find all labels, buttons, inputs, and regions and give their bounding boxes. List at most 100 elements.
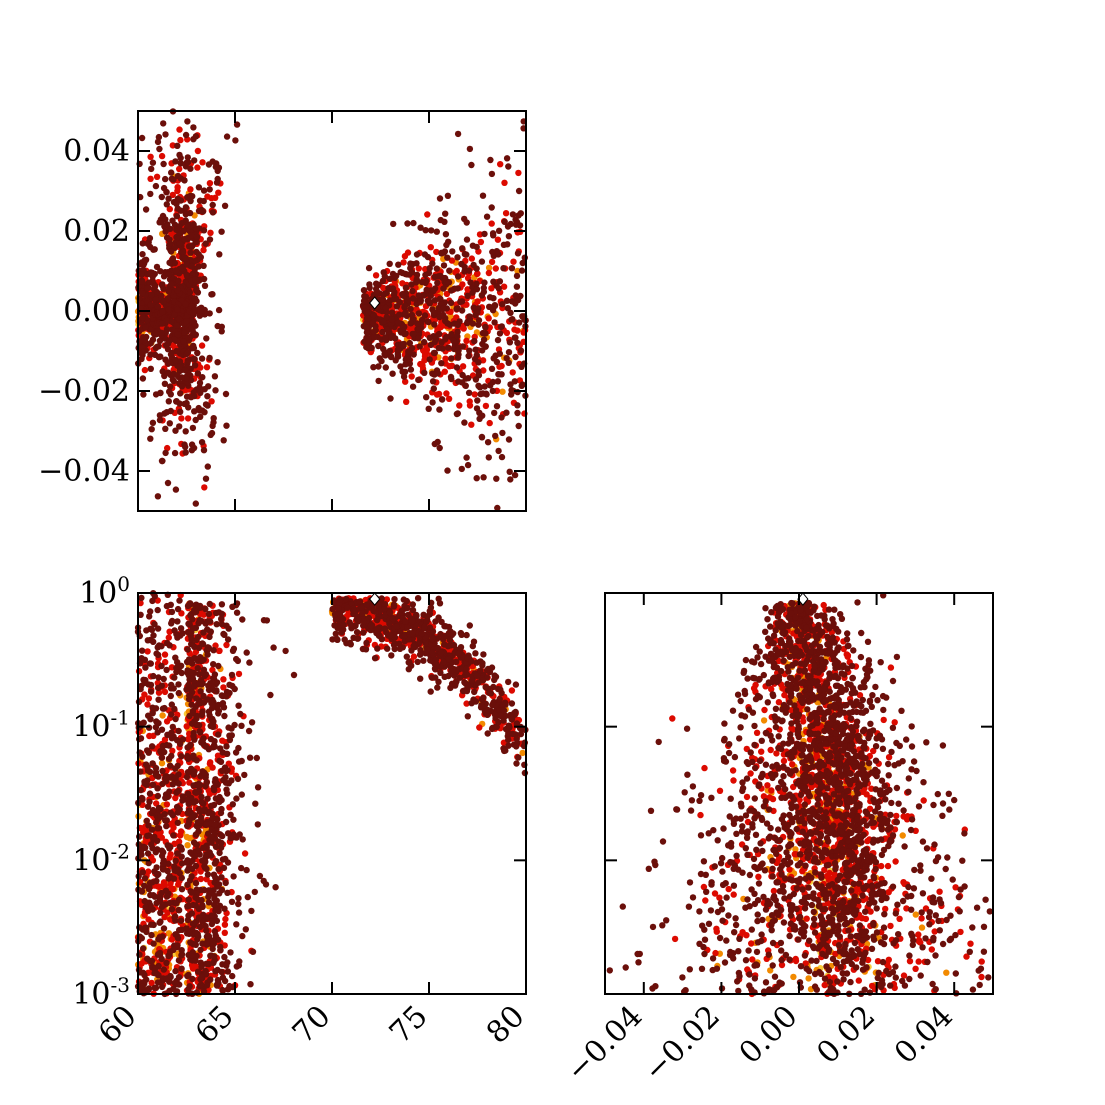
scatter-point <box>140 719 147 726</box>
scatter-point <box>198 439 206 446</box>
scatter-point <box>136 735 143 743</box>
scatter-point <box>238 791 245 798</box>
scatter-point <box>493 475 500 482</box>
scatter-point <box>141 924 148 932</box>
scatter-point <box>200 447 208 454</box>
scatter-point <box>168 620 175 627</box>
scatter-point <box>184 602 192 610</box>
scatter-point <box>207 722 214 730</box>
scatter-point <box>222 390 230 398</box>
scatter-point <box>215 647 223 655</box>
y-tick-label: −0.04 <box>38 454 130 489</box>
scatter-point <box>192 941 199 948</box>
scatter-point <box>200 669 208 677</box>
scatter-point <box>188 873 195 880</box>
scatter-point <box>468 421 475 428</box>
scatter-point <box>503 409 510 416</box>
scatter-point <box>157 389 164 397</box>
scatter-point <box>142 324 149 331</box>
scatter-point <box>189 309 197 316</box>
scatter-point <box>222 879 229 887</box>
scatter-point <box>162 449 169 457</box>
scatter-point <box>486 419 493 427</box>
scatter-point <box>444 467 451 474</box>
scatter-point <box>173 737 181 744</box>
scatter-point <box>363 343 370 351</box>
scatter-point <box>497 323 505 331</box>
scatter-point <box>176 843 184 850</box>
scatter-point <box>463 236 471 243</box>
scatter-point <box>224 959 231 966</box>
scatter-point <box>184 744 191 751</box>
scatter-point <box>215 710 222 717</box>
scatter-point <box>391 289 398 296</box>
scatter-point <box>495 447 502 455</box>
scatter-point <box>408 373 415 380</box>
scatter-point <box>160 184 168 192</box>
scatter-point <box>148 826 156 833</box>
scatter-point <box>230 873 237 880</box>
scatter-point <box>218 874 225 881</box>
scatter-point <box>482 402 490 410</box>
scatter-point <box>158 889 165 897</box>
scatter-point <box>239 616 246 623</box>
scatter-point <box>197 946 204 954</box>
scatter-point <box>235 900 242 908</box>
scatter-point <box>155 696 162 703</box>
scatter-point <box>476 415 483 422</box>
scatter-point <box>221 202 229 209</box>
scatter-point <box>172 427 179 434</box>
scatter-point <box>205 887 213 894</box>
scatter-point <box>516 222 524 229</box>
scatter-point <box>187 186 194 193</box>
scatter-point <box>454 254 461 261</box>
scatter-point <box>203 865 210 873</box>
scatter-point <box>489 387 496 395</box>
scatter-point <box>202 475 210 482</box>
scatter-point <box>431 321 438 328</box>
scatter-point <box>505 233 513 240</box>
scatter-point <box>155 951 163 958</box>
scatter-point <box>176 806 183 813</box>
scatter-point <box>386 275 394 282</box>
scatter-point <box>215 306 223 314</box>
scatter-point <box>155 806 163 813</box>
scatter-point <box>382 334 389 341</box>
scatter-point <box>511 378 518 385</box>
scatter-point <box>147 681 155 689</box>
scatter-point <box>193 233 201 240</box>
scatter-point <box>217 758 225 765</box>
scatter-point <box>176 126 183 133</box>
scatter-point <box>147 175 154 182</box>
scatter-point <box>400 340 407 348</box>
scatter-point <box>396 311 403 318</box>
scatter-point <box>436 195 444 202</box>
scatter-point <box>445 279 453 286</box>
scatter-point <box>145 724 153 731</box>
scatter-point <box>462 375 469 382</box>
scatter-point <box>172 913 179 920</box>
scatter-point <box>244 893 251 901</box>
scatter-point <box>512 353 519 361</box>
scatter-point <box>416 343 423 350</box>
scatter-point <box>435 344 442 352</box>
scatter-point <box>172 356 179 364</box>
scatter-point <box>379 296 387 303</box>
scatter-point <box>196 728 203 735</box>
scatter-point <box>149 760 156 767</box>
scatter-point <box>200 187 208 194</box>
scatter-point <box>221 953 228 961</box>
scatter-point <box>190 355 197 363</box>
scatter-point <box>190 221 197 228</box>
scatter-point <box>466 622 473 629</box>
scatter-point <box>174 195 181 202</box>
scatter-point <box>198 355 206 362</box>
scatter-point <box>459 363 467 370</box>
scatter-point <box>206 618 214 625</box>
scatter-point <box>166 259 173 266</box>
scatter-point <box>427 244 434 251</box>
scatter-point <box>197 875 205 883</box>
scatter-point <box>192 500 199 507</box>
scatter-point <box>464 292 471 299</box>
scatter-point <box>441 218 448 225</box>
